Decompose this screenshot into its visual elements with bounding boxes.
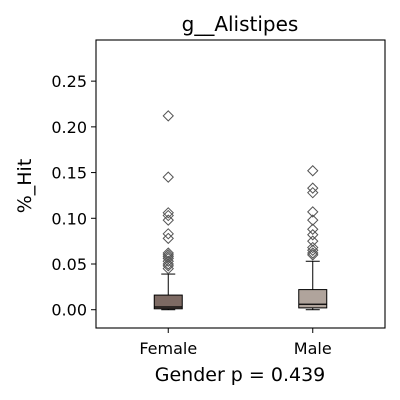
outlier-point [307, 165, 319, 177]
plot-frame [95, 39, 386, 329]
iqr-box [153, 294, 183, 310]
outlier-point [307, 223, 319, 235]
outlier-point [307, 214, 319, 226]
x-axis-label: Gender p = 0.439 [155, 364, 326, 386]
outlier-point [162, 228, 174, 240]
iqr-box [298, 289, 328, 309]
y-tick-label: 0.20 [51, 118, 87, 137]
outlier-point [162, 214, 174, 226]
outlier-point [307, 182, 319, 194]
y-axis-label: %_Hit [14, 159, 36, 214]
boxes [153, 110, 328, 311]
outlier-point [307, 229, 319, 241]
outlier-point [162, 207, 174, 219]
outlier-point [307, 241, 319, 254]
outlier-point [307, 186, 319, 199]
outlier-point [307, 206, 319, 218]
box-male [298, 165, 328, 311]
outlier-point [307, 249, 319, 261]
y-tick-label: 0.10 [51, 209, 87, 228]
outlier-point [307, 235, 319, 247]
box-female [153, 110, 183, 311]
outlier-point [162, 249, 174, 261]
outlier-point [162, 260, 174, 272]
x-tick-label: Female [139, 339, 197, 358]
outlier-point [162, 232, 174, 245]
outlier-point [162, 171, 174, 183]
y-tick-label: 0.15 [51, 164, 87, 183]
y-tick-label: 0.25 [51, 72, 87, 91]
outlier-point [162, 110, 174, 122]
y-tick-label: 0.05 [51, 255, 87, 274]
y-axis: 0.00 0.05 0.10 0.15 0.20 0.25 [51, 72, 96, 320]
chart-title: g__Alistipes [182, 12, 299, 36]
outlier-point [162, 247, 174, 259]
x-tick-label: Male [294, 339, 332, 358]
y-tick-label: 0.00 [51, 301, 87, 320]
x-axis: Female Male [139, 328, 332, 358]
